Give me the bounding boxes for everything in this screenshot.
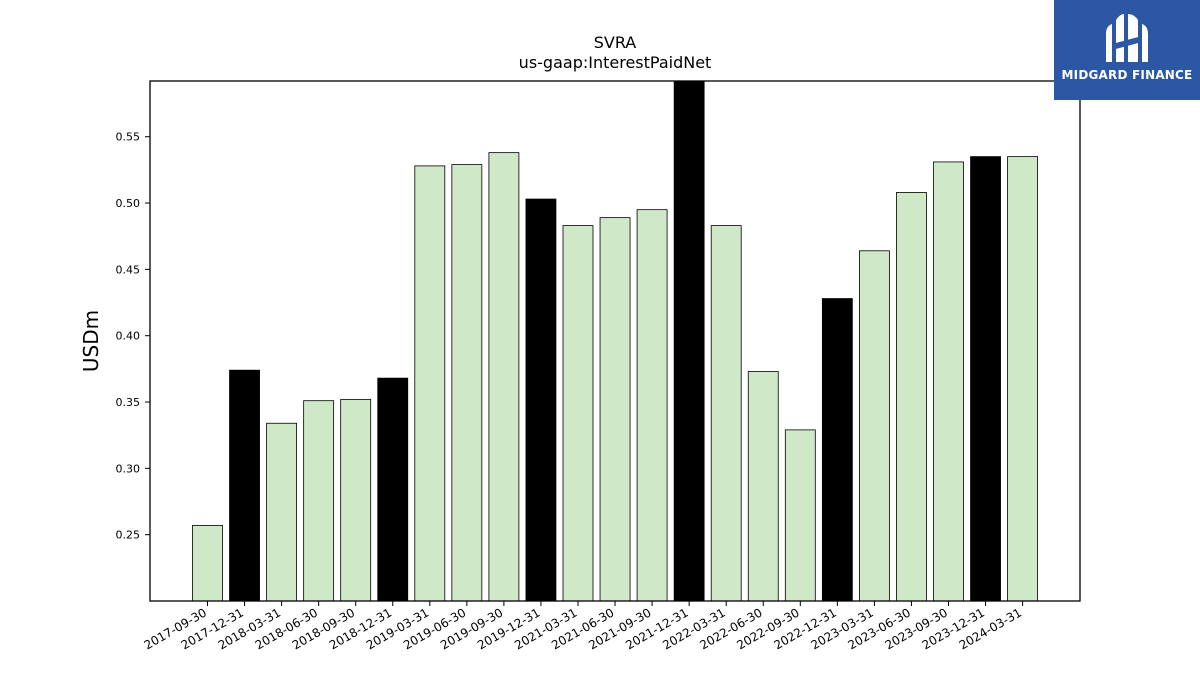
y-tick-label: 0.25 <box>116 529 141 542</box>
bar <box>377 377 409 602</box>
bar <box>488 152 520 602</box>
bar <box>340 398 372 602</box>
bar <box>747 371 779 602</box>
bar <box>229 369 260 602</box>
y-tick-label: 0.55 <box>116 131 141 144</box>
y-tick-label: 0.35 <box>116 396 141 409</box>
y-tick-label: 0.40 <box>116 330 141 343</box>
bar <box>303 400 335 602</box>
y-tick-label: 0.30 <box>116 462 141 475</box>
y-axis-label: USDm <box>79 310 103 372</box>
bar <box>933 161 964 602</box>
chart-subtitle: us-gaap:InterestPaidNet <box>518 53 712 72</box>
bar <box>414 165 446 602</box>
bar <box>821 298 853 602</box>
bar <box>562 225 594 602</box>
y-tick-label: 0.50 <box>116 197 141 210</box>
bar <box>896 192 927 602</box>
bar <box>636 209 668 602</box>
bar <box>970 156 1001 602</box>
bar <box>599 217 631 602</box>
bar <box>784 429 816 602</box>
plot-frame <box>149 80 1081 602</box>
company-logo: MIDGARD FINANCE <box>1054 0 1200 100</box>
y-tick-label: 0.45 <box>116 263 141 276</box>
chart-title: SVRA <box>593 33 637 52</box>
bar <box>525 198 557 602</box>
bar <box>859 250 890 602</box>
bar <box>673 80 705 602</box>
bar <box>192 524 223 602</box>
logo-mark-icon <box>1106 14 1148 62</box>
bar <box>451 164 483 602</box>
bar <box>1007 156 1038 602</box>
bar <box>710 225 742 602</box>
bar <box>266 422 298 602</box>
logo-text: MIDGARD FINANCE <box>1061 68 1193 82</box>
